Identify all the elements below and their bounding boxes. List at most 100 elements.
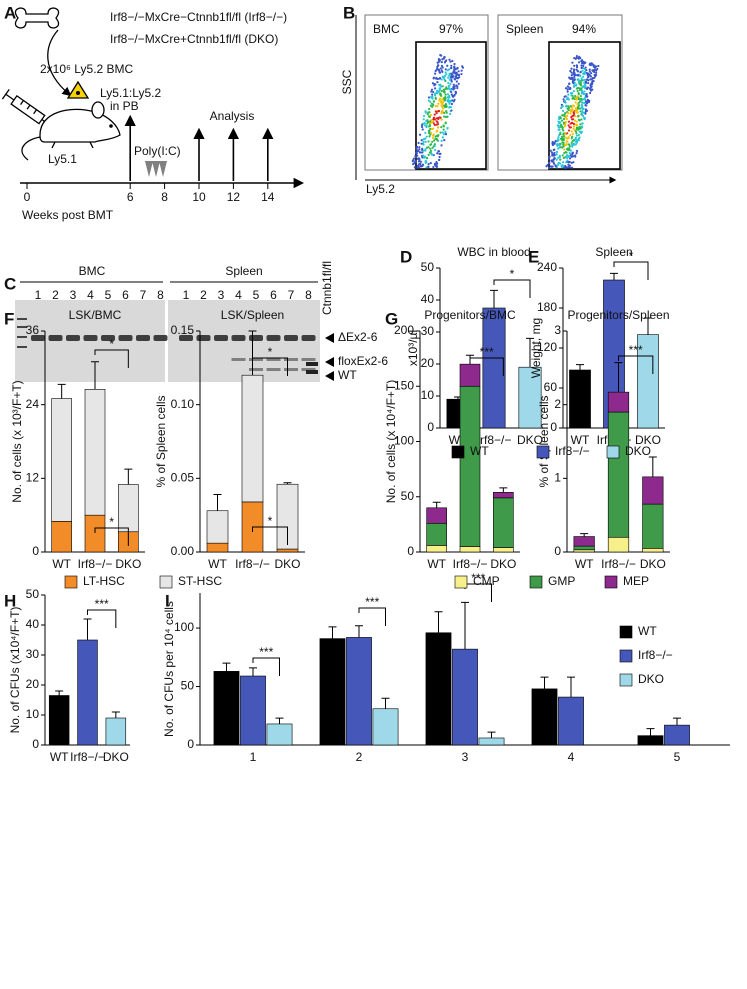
flow-dot bbox=[430, 153, 433, 156]
flow-dot bbox=[595, 65, 598, 68]
flow-dot bbox=[443, 98, 446, 101]
flow-dot bbox=[580, 125, 584, 128]
flow-dot bbox=[449, 88, 452, 91]
bar bbox=[452, 648, 478, 746]
flow-dot bbox=[440, 126, 443, 129]
flow-dot bbox=[436, 61, 439, 64]
flow-dot bbox=[551, 154, 554, 157]
flow-dot bbox=[437, 102, 440, 105]
flow-dot bbox=[436, 135, 439, 138]
bar bbox=[493, 492, 514, 499]
bar bbox=[558, 696, 584, 746]
flow-dot bbox=[581, 108, 584, 111]
significance-bracket bbox=[493, 279, 531, 298]
flow-dot bbox=[449, 60, 452, 63]
flow-dot bbox=[557, 162, 560, 165]
bar bbox=[105, 717, 127, 746]
flow-dot bbox=[574, 57, 577, 60]
flow-dot bbox=[572, 90, 575, 93]
flow-dot bbox=[418, 151, 421, 154]
flow-dot bbox=[553, 151, 556, 155]
flow-dot bbox=[436, 77, 439, 81]
y-tick-label: 20 bbox=[421, 356, 435, 370]
y-tick-label: 0 bbox=[554, 544, 561, 558]
legend-label: WT bbox=[638, 624, 657, 638]
flow-dot bbox=[444, 71, 447, 74]
bar bbox=[531, 688, 558, 746]
flow-dot bbox=[433, 84, 436, 87]
x-tick-label: DKO bbox=[115, 557, 141, 571]
gel-band bbox=[83, 335, 98, 341]
flow-dot bbox=[445, 111, 448, 114]
chart-title: Spleen bbox=[595, 245, 632, 259]
flow-dot bbox=[559, 116, 562, 120]
bar bbox=[346, 637, 372, 746]
flow-dot bbox=[440, 105, 444, 108]
flow-dot bbox=[450, 93, 453, 96]
flow-dot bbox=[550, 151, 553, 154]
x-tick-label: 4 bbox=[568, 750, 575, 764]
x-tick-label: WT bbox=[427, 557, 446, 571]
x-tick-label: Irf8−/− bbox=[78, 557, 113, 571]
flow-dot bbox=[417, 166, 421, 169]
lane-label: 6 bbox=[270, 288, 277, 302]
lane-label: 5 bbox=[253, 288, 260, 302]
flow-dot bbox=[428, 115, 431, 119]
chart-title: WBC in blood bbox=[457, 245, 530, 259]
legend-label: Irf8−/− bbox=[638, 648, 673, 662]
flow-dot bbox=[581, 62, 584, 65]
control-lane-label: Ctnnb1fl/fl bbox=[320, 261, 334, 315]
donor: 2x10⁶ Ly5.2 BMC bbox=[40, 62, 134, 76]
flow-dot bbox=[430, 131, 433, 134]
panel-label: C bbox=[4, 274, 16, 293]
flow-dot bbox=[573, 125, 576, 128]
flow-dot bbox=[577, 86, 580, 90]
flow-dot bbox=[562, 141, 565, 144]
gel-band bbox=[284, 335, 298, 341]
flow-dot bbox=[570, 141, 573, 145]
y-tick-label: 50 bbox=[401, 489, 415, 503]
flow-dot bbox=[580, 64, 583, 67]
flow-dots bbox=[411, 53, 600, 170]
flow-dot bbox=[442, 133, 446, 136]
flow-dot bbox=[428, 151, 432, 154]
chart-title: LSK/Spleen bbox=[221, 308, 284, 322]
error-bar bbox=[55, 690, 64, 696]
flow-dot bbox=[576, 107, 580, 110]
flow-dot bbox=[417, 141, 420, 145]
gel-band bbox=[31, 335, 45, 341]
flow-dot bbox=[562, 143, 565, 146]
bar bbox=[482, 307, 506, 429]
flow-dot bbox=[567, 143, 570, 146]
gel-band bbox=[153, 335, 168, 341]
flow-dot bbox=[582, 64, 585, 67]
flow-dot bbox=[448, 58, 451, 61]
flow-dot bbox=[432, 165, 435, 169]
lane-label: 7 bbox=[288, 288, 295, 302]
significance-bracket bbox=[358, 607, 386, 626]
y-axis-label: x10³/µl bbox=[406, 330, 420, 366]
flow-dot bbox=[440, 112, 443, 115]
bar bbox=[240, 675, 266, 746]
gel-band bbox=[249, 358, 263, 361]
flow-dot bbox=[561, 109, 565, 112]
flow-dot bbox=[424, 137, 427, 140]
significance-label: *** bbox=[259, 645, 273, 659]
flow-dot bbox=[449, 112, 452, 116]
flow-dot bbox=[582, 111, 585, 114]
panel-label: H bbox=[4, 591, 16, 610]
flow-dot bbox=[422, 122, 425, 125]
significance-bracket bbox=[469, 357, 504, 376]
x-tick-label: 3 bbox=[462, 750, 469, 764]
flow-dot bbox=[575, 54, 578, 58]
bar bbox=[642, 548, 664, 553]
legend-swatch bbox=[619, 673, 633, 687]
flow-dot bbox=[441, 136, 444, 139]
flow-dot bbox=[429, 113, 432, 117]
flow-dot bbox=[565, 118, 568, 121]
flow-dot bbox=[566, 85, 569, 88]
flow-dot bbox=[567, 124, 570, 127]
flow-dot bbox=[450, 64, 453, 67]
y-tick-label: 24 bbox=[26, 397, 40, 411]
flow-dot bbox=[417, 160, 421, 163]
